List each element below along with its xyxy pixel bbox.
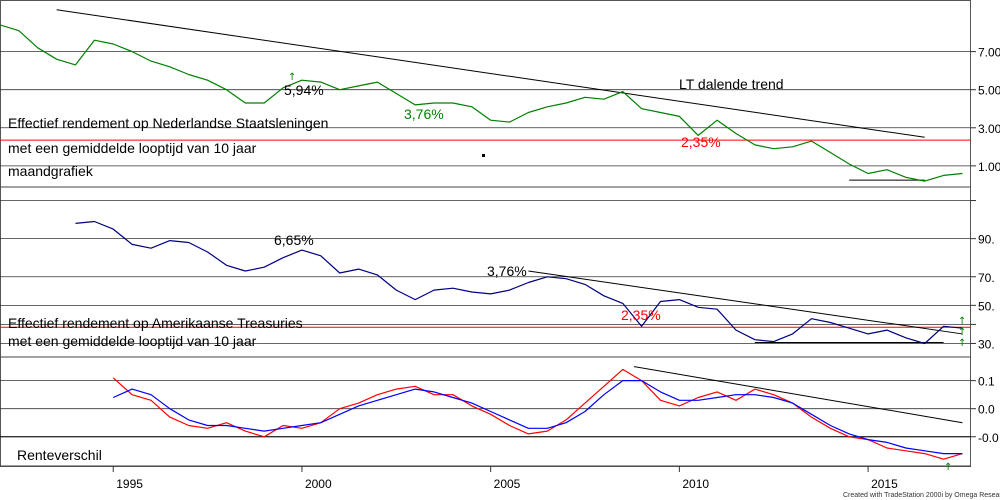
up-arrow-marker-3: ↑ <box>958 327 966 338</box>
nl-annotation-trend: LT dalende trend <box>679 76 784 92</box>
up-arrow-marker-4: ↑ <box>958 338 966 349</box>
trend-lines <box>56 9 963 424</box>
up-arrow-marker-2: ↑ <box>958 316 966 327</box>
series-line-1-0 <box>75 220 963 345</box>
nl-panel-subtitle: met een gemiddelde looptijd van 10 jaar <box>8 140 257 156</box>
x-tick-label: 1995 <box>116 477 143 491</box>
series-line-2-1 <box>112 380 963 455</box>
plot-frame <box>0 0 971 467</box>
nl-panel-subtitle-2: maandgrafiek <box>8 163 94 179</box>
y-tick-label: 30. <box>978 337 995 351</box>
x-tick-label: 2000 <box>305 477 332 491</box>
series-line-2-0 <box>112 368 963 460</box>
y-tick-label: 70. <box>978 271 995 285</box>
series-layer <box>0 24 963 460</box>
nl-annotation-594: 5,94% <box>284 82 324 98</box>
y-tick-label: 7.00 <box>978 46 1000 60</box>
spread-panel-title: Renteverschil <box>17 447 102 463</box>
us-annotation-235: 2,35% <box>621 307 661 323</box>
y-tick-label: -0.0 <box>978 431 999 445</box>
x-tick-label: 2005 <box>494 477 521 491</box>
nl-annotation-235: 2,35% <box>681 134 721 150</box>
x-tick-label: 2010 <box>682 477 709 491</box>
us-annotation-376: 3,76% <box>487 263 527 279</box>
up-arrow-marker-1: ↑ <box>288 72 296 83</box>
y-tick-label: 0.1 <box>978 375 995 389</box>
y-tick-label: 5.00 <box>978 84 1000 98</box>
us-panel-subtitle: met een gemiddelde looptijd van 10 jaar <box>8 333 257 349</box>
trendline <box>56 9 925 138</box>
y-tick-label: 90. <box>978 233 995 247</box>
y-tick-label: 1.00 <box>978 160 1000 174</box>
grid-layer <box>0 51 976 438</box>
series-line-0-0 <box>0 24 963 182</box>
reference-lines <box>0 139 971 438</box>
center-marker <box>482 154 485 157</box>
y-tick-label: 0.0 <box>978 403 995 417</box>
us-annotation-665: 6,65% <box>274 232 314 248</box>
y-tick-label: 3.00 <box>978 122 1000 136</box>
trendline <box>634 366 963 424</box>
credit-text: Created with TradeStation 2000i by Omega… <box>843 491 1000 499</box>
y-tick-label: 50. <box>978 299 995 313</box>
nl-annotation-376: 3,76% <box>404 106 444 122</box>
trendline <box>528 270 963 335</box>
nl-panel-title: Effectief rendement op Nederlandse Staat… <box>8 115 328 131</box>
x-tick-label: 2015 <box>871 477 898 491</box>
x-tick-labels: 1995 2000 2005 2010 2015 <box>112 466 898 491</box>
tick-labels: 1.00 3.00 5.00 7.00 30. 50. 70. 90. 0.1 0.0 -0.0 <box>978 46 1000 445</box>
up-arrow-marker-5: ↑ <box>944 462 952 473</box>
us-panel-title: Effectief rendement op Amerikaanse Treas… <box>8 315 303 331</box>
